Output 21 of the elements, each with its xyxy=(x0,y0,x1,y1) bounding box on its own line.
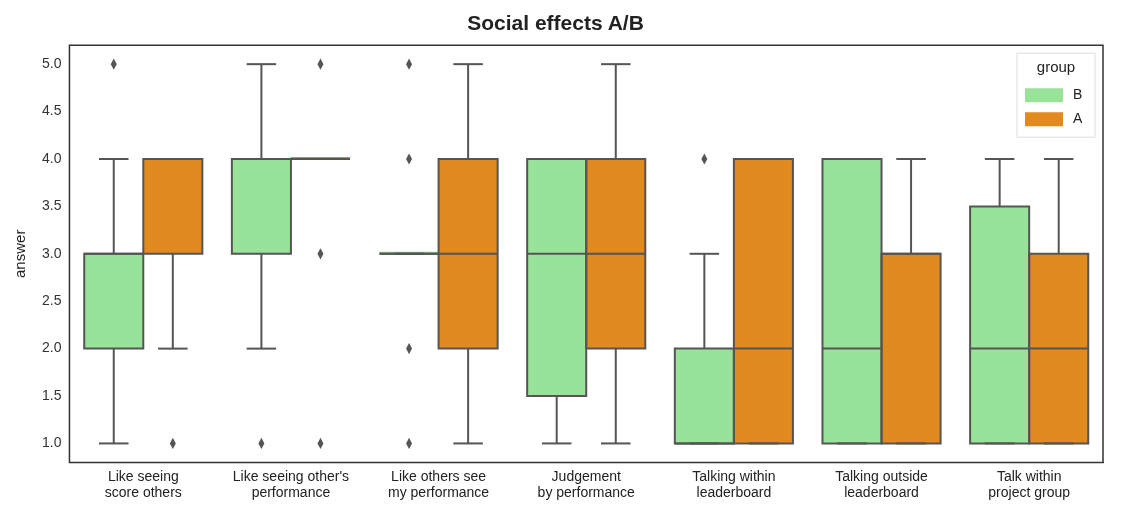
x-tick-label: Talk within project group xyxy=(988,467,1071,501)
x-tick-label: Like seeing other's performance xyxy=(232,467,350,501)
y-tick-label: 3.5 xyxy=(41,197,62,214)
y-tick-label: 2.0 xyxy=(41,339,62,356)
y-tick-label: 1.5 xyxy=(41,386,62,403)
y-axis-title: answer xyxy=(11,229,29,278)
legend-label: B xyxy=(1073,86,1083,103)
chart-title: Social effects A/B xyxy=(467,11,644,35)
x-tick-label: Like seeing score others xyxy=(104,467,182,501)
y-tick-label: 3.0 xyxy=(41,244,62,261)
x-tick-label: Talking outside leaderboard xyxy=(835,467,929,501)
y-tick-label: 5.0 xyxy=(41,55,62,72)
y-tick-label: 4.0 xyxy=(41,149,62,166)
y-tick-label: 1.0 xyxy=(41,434,62,451)
x-tick-label: Talking within leaderboard xyxy=(692,467,776,501)
x-tick-label: Judgement by performance xyxy=(537,467,636,501)
y-tick-label: 4.5 xyxy=(41,102,62,119)
y-tick-label: 2.5 xyxy=(41,292,62,309)
x-tick-label: Like others see my performance xyxy=(388,467,490,501)
legend-title: group xyxy=(1036,58,1076,76)
legend-label: A xyxy=(1073,110,1083,127)
